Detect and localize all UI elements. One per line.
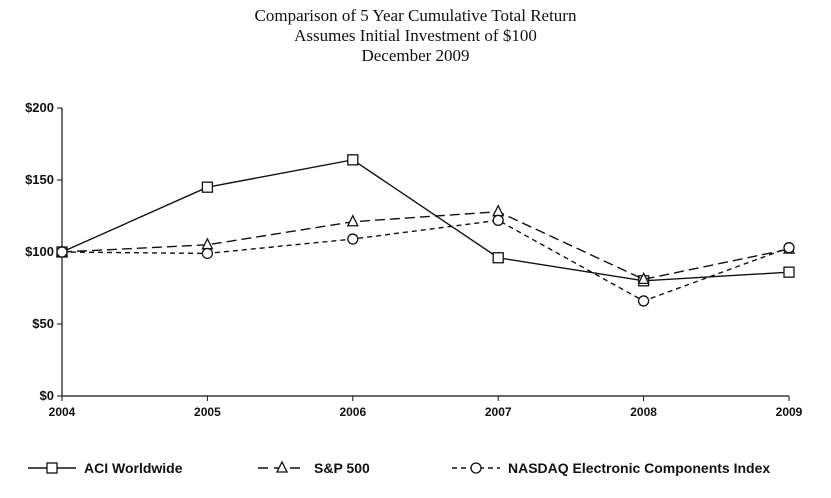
legend-marker-1 [275, 460, 289, 473]
x-tick-label-1: 2005 [194, 405, 221, 419]
series-line-0 [61, 159, 790, 282]
series-1-point-4 [637, 271, 650, 285]
series-1-point-1 [201, 237, 214, 250]
y-tick-label-1: $50 [32, 316, 54, 331]
chart-title: Comparison of 5 Year Cumulative Total Re… [0, 6, 831, 66]
title-line-3: December 2009 [361, 46, 470, 65]
y-tick-label-2: $100 [25, 244, 54, 259]
title-line-1: Comparison of 5 Year Cumulative Total Re… [254, 6, 577, 25]
legend-label-0: ACI Worldwide [84, 460, 183, 476]
x-tick-label-3: 2007 [485, 405, 512, 419]
x-tick-label-0: 2004 [49, 405, 76, 419]
series-2-point-3 [492, 214, 504, 226]
y-tick-label-4: $200 [25, 100, 54, 115]
series-2-point-5 [783, 242, 795, 254]
legend-label-1: S&P 500 [314, 460, 370, 476]
series-0-point-2 [347, 154, 359, 166]
y-tick-label-3: $150 [25, 172, 54, 187]
legend-label-2: NASDAQ Electronic Components Index [508, 460, 770, 476]
series-2-point-4 [637, 295, 650, 307]
series-2-point-0 [56, 246, 68, 258]
series-1-point-3 [492, 204, 505, 217]
series-1-point-2 [346, 214, 359, 227]
series-2-point-1 [201, 247, 214, 260]
series-0-point-5 [783, 266, 795, 278]
legend-marker-0 [46, 462, 58, 474]
y-tick-label-0: $0 [40, 388, 54, 403]
series-line-1 [61, 210, 790, 281]
series-0-point-3 [492, 252, 504, 264]
legend-marker-2 [470, 462, 482, 474]
x-tick-label-5: 2009 [776, 405, 803, 419]
x-tick-label-2: 2006 [339, 405, 366, 419]
x-tick-label-4: 2008 [630, 405, 657, 419]
series-0-point-1 [201, 181, 214, 193]
series-2-point-2 [347, 233, 359, 245]
series-line-2 [61, 219, 790, 302]
title-line-2: Assumes Initial Investment of $100 [294, 26, 537, 45]
